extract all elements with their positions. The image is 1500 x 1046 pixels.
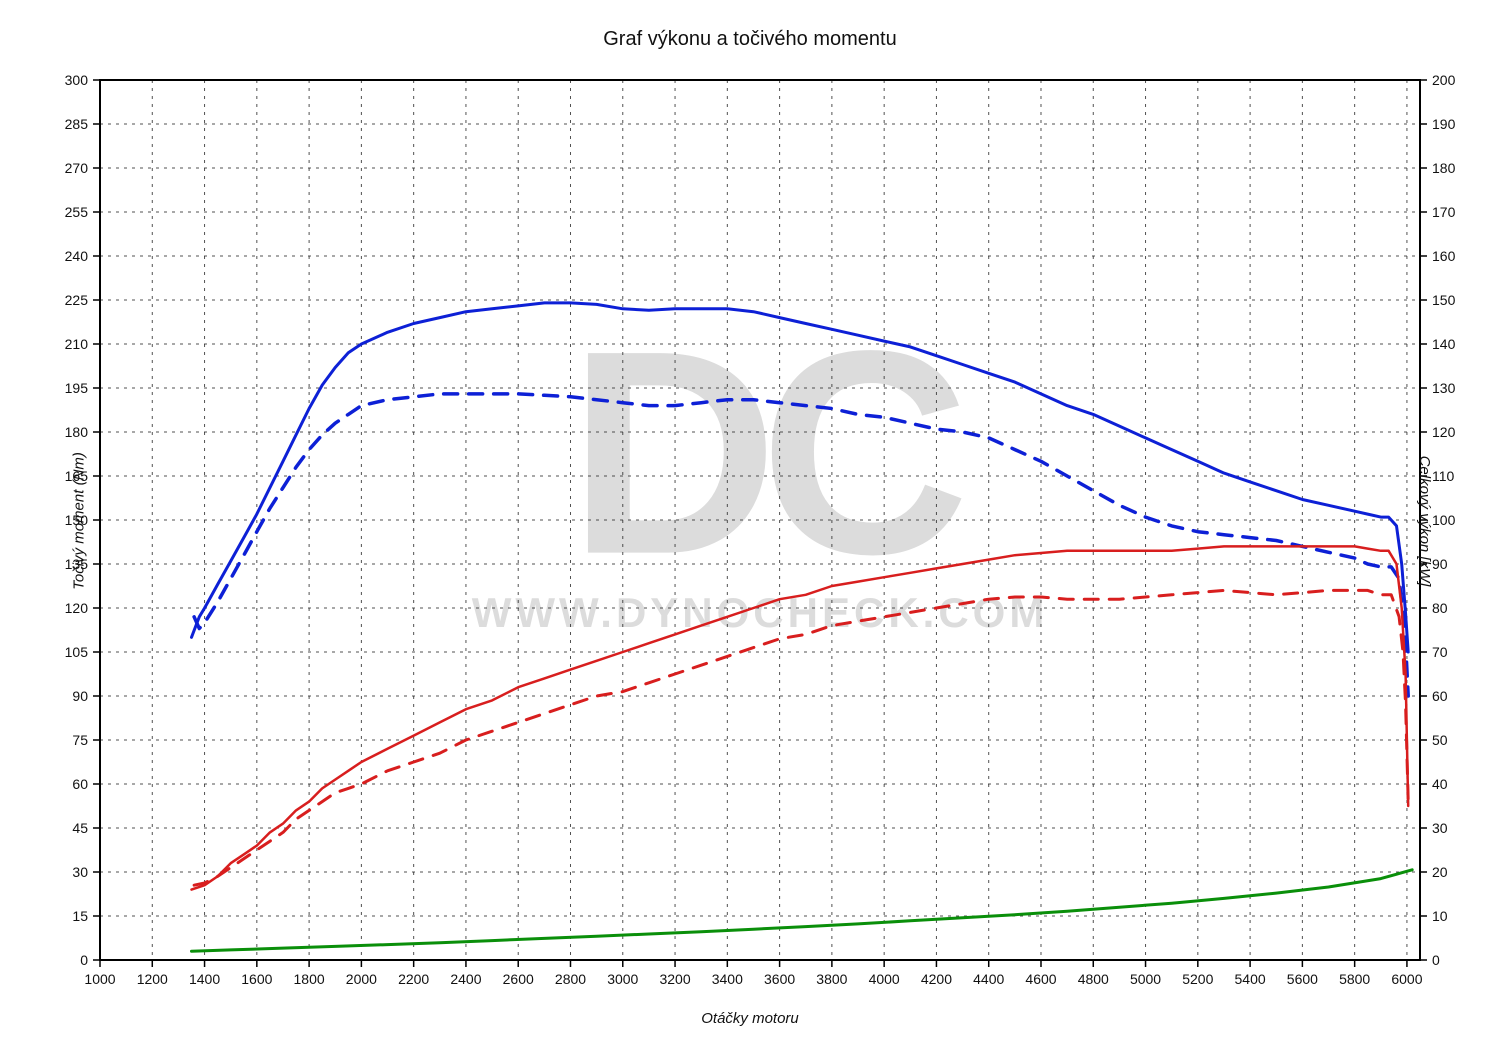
svg-text:140: 140: [1432, 336, 1456, 352]
svg-text:45: 45: [72, 820, 88, 836]
svg-text:1400: 1400: [189, 971, 220, 987]
svg-text:270: 270: [65, 160, 89, 176]
svg-text:2800: 2800: [555, 971, 586, 987]
y-axis-left-label: Točivý moment (Nm): [70, 452, 87, 590]
series-power_stock: [194, 590, 1408, 885]
svg-text:4800: 4800: [1078, 971, 1109, 987]
svg-text:3600: 3600: [764, 971, 795, 987]
series-losses: [192, 870, 1413, 951]
svg-text:210: 210: [65, 336, 89, 352]
svg-text:150: 150: [1432, 292, 1456, 308]
svg-text:190: 190: [1432, 116, 1456, 132]
svg-text:0: 0: [80, 952, 88, 968]
svg-text:160: 160: [1432, 248, 1456, 264]
svg-text:100: 100: [1432, 512, 1456, 528]
watermark-logo: DC: [569, 291, 964, 615]
svg-text:4000: 4000: [869, 971, 900, 987]
svg-text:170: 170: [1432, 204, 1456, 220]
svg-text:180: 180: [65, 424, 89, 440]
svg-text:200: 200: [1432, 72, 1456, 88]
svg-text:130: 130: [1432, 380, 1456, 396]
svg-text:110: 110: [1432, 468, 1455, 484]
svg-text:2200: 2200: [398, 971, 429, 987]
svg-text:4200: 4200: [921, 971, 952, 987]
svg-text:70: 70: [1432, 644, 1448, 660]
svg-text:5600: 5600: [1287, 971, 1318, 987]
svg-text:90: 90: [72, 688, 88, 704]
svg-text:90: 90: [1432, 556, 1448, 572]
svg-text:15: 15: [72, 908, 88, 924]
svg-text:1600: 1600: [241, 971, 272, 987]
svg-text:1000: 1000: [84, 971, 115, 987]
svg-text:5000: 5000: [1130, 971, 1161, 987]
svg-text:5800: 5800: [1339, 971, 1370, 987]
watermark-url: WWW.DYNOCHECK.COM: [472, 589, 1049, 636]
svg-text:10: 10: [1432, 908, 1448, 924]
svg-text:120: 120: [1432, 424, 1456, 440]
svg-text:195: 195: [65, 380, 89, 396]
svg-text:1800: 1800: [294, 971, 325, 987]
svg-text:240: 240: [65, 248, 89, 264]
svg-text:80: 80: [1432, 600, 1448, 616]
svg-text:3200: 3200: [659, 971, 690, 987]
svg-text:2000: 2000: [346, 971, 377, 987]
svg-text:5400: 5400: [1235, 971, 1266, 987]
svg-text:30: 30: [1432, 820, 1448, 836]
svg-text:50: 50: [1432, 732, 1448, 748]
svg-text:3000: 3000: [607, 971, 638, 987]
svg-text:40: 40: [1432, 776, 1448, 792]
svg-text:20: 20: [1432, 864, 1448, 880]
svg-text:2400: 2400: [450, 971, 481, 987]
svg-text:225: 225: [65, 292, 89, 308]
chart-title: Graf výkonu a točivého momentu: [0, 28, 1500, 51]
svg-text:75: 75: [72, 732, 88, 748]
svg-text:180: 180: [1432, 160, 1456, 176]
svg-text:60: 60: [72, 776, 88, 792]
dyno-chart: DCWWW.DYNOCHECK.COM100012001400160018002…: [0, 0, 1500, 1041]
x-axis-label: Otáčky motoru: [0, 1010, 1500, 1027]
svg-text:4600: 4600: [1025, 971, 1056, 987]
svg-text:0: 0: [1432, 952, 1440, 968]
svg-text:4400: 4400: [973, 971, 1004, 987]
svg-text:105: 105: [65, 644, 89, 660]
svg-text:3400: 3400: [712, 971, 743, 987]
svg-text:5200: 5200: [1182, 971, 1213, 987]
svg-text:300: 300: [65, 72, 89, 88]
svg-text:255: 255: [65, 204, 89, 220]
svg-text:1200: 1200: [137, 971, 168, 987]
y-axis-right-label: Celkový výkon [kW]: [1416, 455, 1433, 586]
svg-text:6000: 6000: [1391, 971, 1422, 987]
svg-text:60: 60: [1432, 688, 1448, 704]
svg-text:3800: 3800: [816, 971, 847, 987]
svg-text:285: 285: [65, 116, 89, 132]
svg-text:2600: 2600: [503, 971, 534, 987]
svg-text:30: 30: [72, 864, 88, 880]
svg-text:120: 120: [65, 600, 89, 616]
